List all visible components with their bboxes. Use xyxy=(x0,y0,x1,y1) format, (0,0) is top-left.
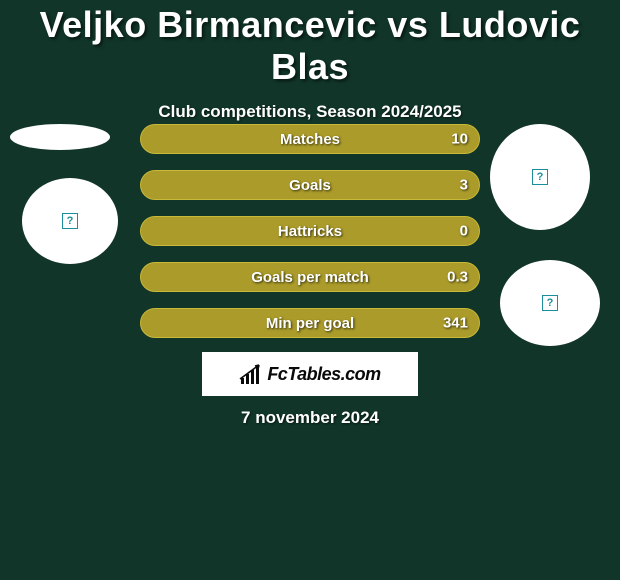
placeholder-icon: ? xyxy=(542,295,558,311)
stat-label: Matches xyxy=(280,131,340,148)
brand-logo[interactable]: FcTables.com xyxy=(202,352,418,396)
stat-value: 10 xyxy=(451,131,468,148)
stat-row: Hattricks 0 xyxy=(140,216,480,246)
player-right-avatar-1: ? xyxy=(490,124,590,230)
stat-label: Goals per match xyxy=(251,269,369,286)
player-left-avatar: ? xyxy=(22,178,118,264)
page-title: Veljko Birmancevic vs Ludovic Blas xyxy=(0,0,620,88)
stats-list: Matches 10 Goals 3 Hattricks 0 Goals per… xyxy=(140,124,480,354)
stat-value: 3 xyxy=(460,177,468,194)
stat-label: Min per goal xyxy=(266,315,354,332)
subtitle: Club competitions, Season 2024/2025 xyxy=(0,102,620,122)
brand-text: FcTables.com xyxy=(267,364,380,385)
stat-label: Goals xyxy=(289,177,331,194)
stat-value: 0.3 xyxy=(447,269,468,286)
player-left-ellipse xyxy=(10,124,110,150)
stat-value: 0 xyxy=(460,223,468,240)
stat-row: Matches 10 xyxy=(140,124,480,154)
placeholder-icon: ? xyxy=(62,213,78,229)
stat-row: Goals 3 xyxy=(140,170,480,200)
stat-row: Min per goal 341 xyxy=(140,308,480,338)
bar-chart-icon xyxy=(239,364,261,384)
placeholder-icon: ? xyxy=(532,169,548,185)
date-label: 7 november 2024 xyxy=(0,408,620,428)
player-right-avatar-2: ? xyxy=(500,260,600,346)
stat-label: Hattricks xyxy=(278,223,342,240)
stat-value: 341 xyxy=(443,315,468,332)
stat-row: Goals per match 0.3 xyxy=(140,262,480,292)
